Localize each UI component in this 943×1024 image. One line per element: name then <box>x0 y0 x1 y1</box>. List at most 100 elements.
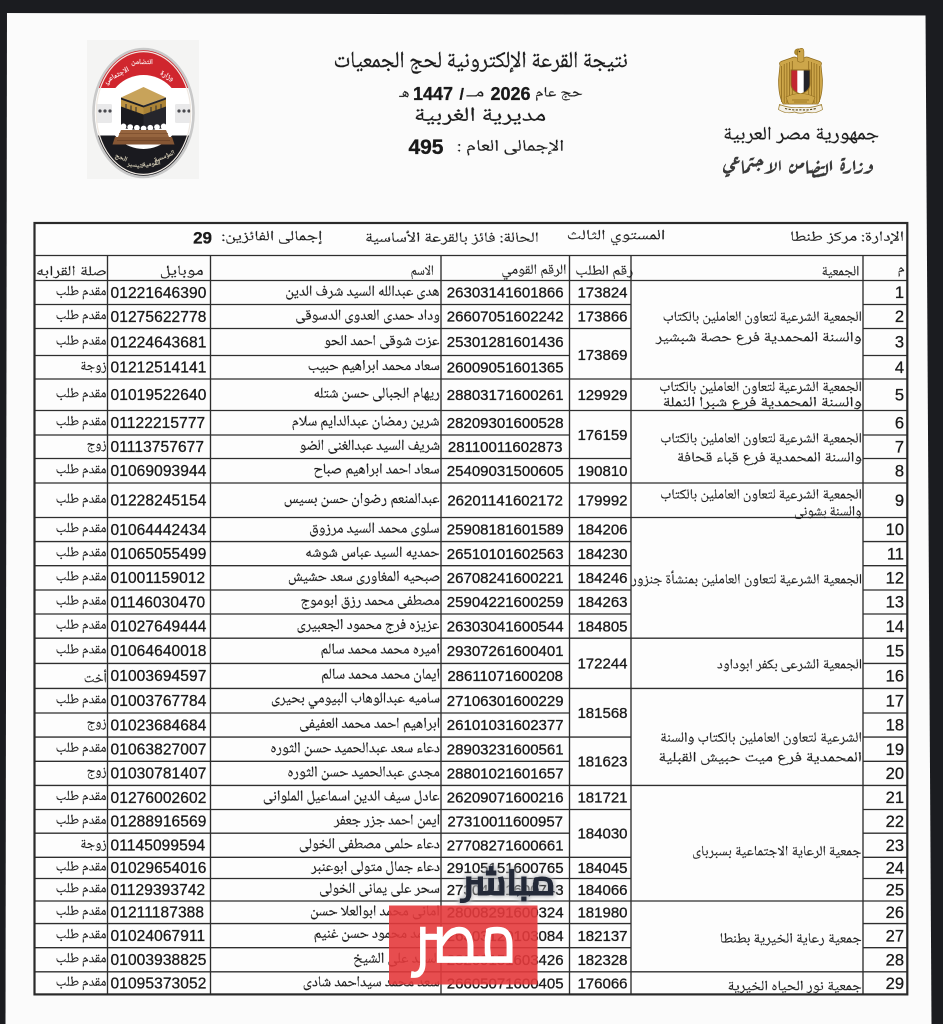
svg-text:27708271600661: 27708271600661 <box>447 837 564 854</box>
svg-text:181980: 181980 <box>577 905 627 922</box>
svg-text:01064442434: 01064442434 <box>111 522 207 539</box>
svg-text:01113757677: 01113757677 <box>111 439 205 456</box>
svg-text:7: 7 <box>895 438 904 456</box>
svg-text:01212514141: 01212514141 <box>111 360 207 377</box>
svg-text:184045: 184045 <box>577 860 627 877</box>
svg-text:184066: 184066 <box>577 882 627 899</box>
svg-text:184030: 184030 <box>577 826 627 843</box>
svg-text:22: 22 <box>886 813 904 831</box>
svg-text:11: 11 <box>887 545 904 563</box>
svg-text:181721: 181721 <box>577 790 627 807</box>
svg-text:184246: 184246 <box>577 570 627 587</box>
svg-text:29105151600765: 29105151600765 <box>447 860 564 877</box>
svg-text:29: 29 <box>193 228 212 247</box>
svg-text:6: 6 <box>895 414 904 432</box>
svg-text:01027649444: 01027649444 <box>111 618 207 635</box>
svg-text:01069093944: 01069093944 <box>111 463 207 480</box>
svg-text:5: 5 <box>895 386 904 404</box>
svg-text:01063827007: 01063827007 <box>111 742 207 759</box>
svg-text:21: 21 <box>886 789 904 807</box>
svg-text:28801021601657: 28801021601657 <box>447 766 564 783</box>
svg-text:13: 13 <box>886 594 904 612</box>
svg-text:25409031500605: 25409031500605 <box>447 463 564 480</box>
svg-text:01224643681: 01224643681 <box>111 334 207 351</box>
svg-text:/: / <box>460 87 465 104</box>
svg-text:181568: 181568 <box>577 705 627 722</box>
svg-text:2026: 2026 <box>490 84 530 104</box>
svg-text:01221646390: 01221646390 <box>111 285 207 302</box>
svg-text:14: 14 <box>886 618 904 636</box>
svg-text:28: 28 <box>886 951 904 969</box>
svg-text:01030781407: 01030781407 <box>111 766 207 783</box>
svg-text:01228245154: 01228245154 <box>111 493 207 510</box>
svg-text:20: 20 <box>886 765 904 783</box>
svg-text:25904221600259: 25904221600259 <box>447 594 564 611</box>
svg-text:28110011602873: 28110011602873 <box>448 439 563 456</box>
svg-text:176066: 176066 <box>577 975 627 992</box>
svg-text:1447: 1447 <box>413 84 453 104</box>
svg-text:23: 23 <box>886 837 904 855</box>
svg-text:184206: 184206 <box>577 522 627 539</box>
svg-text:17: 17 <box>886 692 904 710</box>
svg-text:27: 27 <box>886 927 904 945</box>
svg-text:01275622778: 01275622778 <box>111 309 207 326</box>
svg-text:28803171600261: 28803171600261 <box>447 387 564 404</box>
svg-text:184805: 184805 <box>577 618 627 635</box>
svg-text:4: 4 <box>895 359 904 377</box>
svg-text:173866: 173866 <box>577 309 627 326</box>
svg-text:01288916569: 01288916569 <box>111 814 207 831</box>
svg-text:26: 26 <box>886 904 904 922</box>
svg-text:25301281601436: 25301281601436 <box>447 334 564 351</box>
svg-text:8: 8 <box>895 462 904 480</box>
svg-text:29: 29 <box>886 975 904 993</box>
svg-text:15: 15 <box>886 643 904 661</box>
svg-text:01003938825: 01003938825 <box>111 952 207 969</box>
svg-text:182137: 182137 <box>577 928 627 945</box>
svg-text:26510101602563: 26510101602563 <box>447 546 564 563</box>
svg-text:181623: 181623 <box>577 753 627 770</box>
svg-text:01023684684: 01023684684 <box>111 717 207 734</box>
svg-text:01001159012: 01001159012 <box>111 570 206 587</box>
svg-text:26009051601365: 26009051601365 <box>447 359 564 376</box>
svg-text:9: 9 <box>895 492 904 510</box>
svg-text:26209071600216: 26209071600216 <box>447 790 564 807</box>
svg-text:01024067911: 01024067911 <box>111 928 206 945</box>
svg-text:26303041600544: 26303041600544 <box>447 618 564 635</box>
svg-text:01065055499: 01065055499 <box>111 546 207 563</box>
svg-text:01276002602: 01276002602 <box>111 790 207 807</box>
svg-text:01122215777: 01122215777 <box>111 415 206 432</box>
svg-text:10: 10 <box>886 521 904 539</box>
svg-text:176159: 176159 <box>577 427 627 444</box>
svg-text:01145099594: 01145099594 <box>111 838 206 855</box>
svg-text:24: 24 <box>886 860 904 878</box>
svg-text:01029654016: 01029654016 <box>111 860 207 877</box>
svg-text:25: 25 <box>886 881 904 899</box>
svg-text:28611071600208: 28611071600208 <box>447 668 563 685</box>
svg-text:27310011600957: 27310011600957 <box>447 814 563 831</box>
svg-text:495: 495 <box>408 136 443 159</box>
svg-text:01146030470: 01146030470 <box>111 594 206 611</box>
svg-text:182328: 182328 <box>577 952 627 969</box>
svg-text:12: 12 <box>886 570 904 588</box>
svg-text:01095373052: 01095373052 <box>111 975 207 992</box>
svg-text:01211187388: 01211187388 <box>111 905 205 922</box>
svg-text:26708241600221: 26708241600221 <box>447 570 564 587</box>
svg-text:2: 2 <box>895 308 904 326</box>
svg-text:173824: 173824 <box>577 285 627 302</box>
svg-text:26101031602377: 26101031602377 <box>447 717 564 734</box>
svg-text:01003767784: 01003767784 <box>111 693 207 710</box>
svg-text:184263: 184263 <box>577 594 627 611</box>
svg-text:28209301600528: 28209301600528 <box>447 415 564 432</box>
svg-text:179992: 179992 <box>577 492 627 509</box>
svg-text:173869: 173869 <box>577 347 627 364</box>
svg-text:29307261600401: 29307261600401 <box>447 643 564 660</box>
svg-text:01019522640: 01019522640 <box>111 387 207 404</box>
svg-text:1: 1 <box>895 284 904 302</box>
svg-text:184230: 184230 <box>577 546 627 563</box>
svg-text:01003694597: 01003694597 <box>111 668 207 685</box>
svg-text:16: 16 <box>886 668 904 686</box>
svg-text:190810: 190810 <box>577 463 627 480</box>
svg-text:27106301600229: 27106301600229 <box>447 693 564 710</box>
svg-text:129929: 129929 <box>577 387 627 404</box>
svg-text:19: 19 <box>886 741 904 759</box>
